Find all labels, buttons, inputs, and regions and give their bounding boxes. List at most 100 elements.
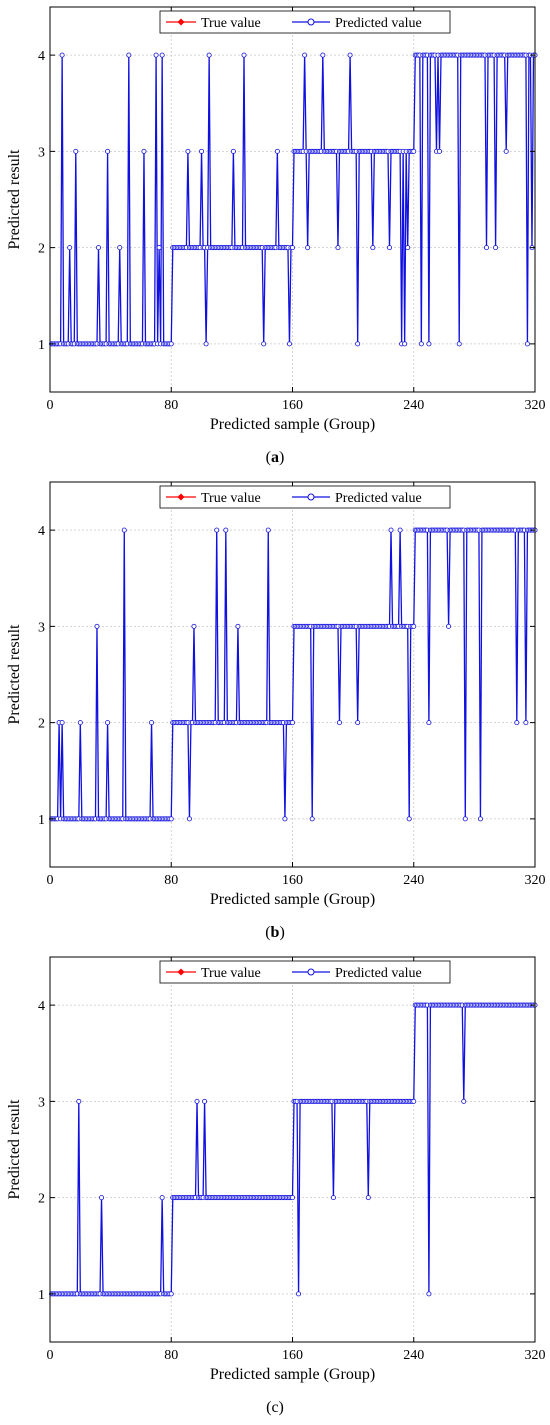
predicted-value-point	[402, 341, 408, 347]
legend-true-marker	[177, 18, 185, 26]
predicted-value-point	[241, 52, 247, 58]
x-tick-label: 80	[164, 873, 178, 888]
predicted-value-point	[406, 816, 412, 822]
predicted-value-point	[199, 148, 205, 154]
predicted-value-point	[355, 341, 361, 347]
predicted-value-point	[524, 341, 530, 347]
legend-true-marker	[177, 493, 185, 501]
x-axis-label: Predicted sample (Group)	[210, 1366, 375, 1383]
predicted-value-line	[51, 1004, 535, 1295]
predicted-value-point	[105, 148, 111, 154]
x-tick-label: 160	[282, 873, 303, 888]
predicted-value-point	[330, 1195, 336, 1201]
legend-pred-label: Predicted value	[335, 16, 422, 31]
y-tick-label: 3	[38, 620, 45, 635]
predicted-value-line	[51, 54, 535, 345]
legend-true-label: True value	[201, 491, 261, 506]
x-axis-label: Predicted sample (Group)	[210, 416, 375, 433]
chart-a: 0 80 160 240 320 1 2 3 4 Predicted sample (Group)…	[6, 6, 546, 466]
predicted-value-point	[168, 816, 174, 822]
legend-true-label: True value	[201, 16, 261, 31]
predicted-value-point	[426, 1291, 432, 1297]
predicted-value-point	[405, 245, 411, 251]
predicted-value-point	[203, 341, 209, 347]
predicted-value-point	[514, 720, 520, 726]
x-tick-label: 0	[47, 398, 54, 413]
predicted-value-point	[67, 245, 73, 251]
predicted-value-point	[296, 1291, 302, 1297]
predicted-value-point	[388, 527, 394, 533]
x-tick-label: 160	[282, 398, 303, 413]
chart-panel-a: 0 80 160 240 320 1 2 3 4 Predicted sample (Group)…	[0, 0, 550, 475]
x-tick-label: 320	[525, 1348, 546, 1363]
panel-letter-char: a	[271, 449, 279, 466]
y-tick-label: 1	[38, 1288, 45, 1303]
y-tick-label: 3	[38, 1095, 45, 1110]
predicted-value-point	[426, 720, 432, 726]
predicted-value-point	[477, 816, 483, 822]
legend-pred-marker	[307, 968, 315, 976]
predicted-value-point	[493, 245, 499, 251]
predicted-value-point	[397, 527, 403, 533]
legend-pred-label: Predicted value	[335, 966, 422, 981]
y-tick-label: 1	[38, 338, 45, 353]
panel-letter-close: )	[279, 449, 284, 466]
predicted-value-point	[456, 341, 462, 347]
predicted-value-point	[418, 341, 424, 347]
predicted-value-point	[461, 1098, 467, 1104]
legend-pred-label: Predicted value	[335, 491, 422, 506]
y-tick-label: 2	[38, 1192, 45, 1207]
panel-letter: (a)	[266, 449, 285, 466]
predicted-value-point	[347, 52, 353, 58]
x-tick-label: 320	[525, 398, 546, 413]
predicted-value-point	[370, 245, 376, 251]
predicted-value-point	[191, 623, 197, 629]
predicted-value-point	[168, 1291, 174, 1297]
predicted-value-point	[289, 1195, 295, 1201]
predicted-value-point	[105, 720, 111, 726]
predicted-value-point	[77, 720, 83, 726]
y-tick-label: 1	[38, 813, 45, 828]
predicted-value-point	[462, 816, 468, 822]
predicted-value-point	[261, 341, 267, 347]
predicted-value-line	[51, 529, 535, 820]
predicted-value-point	[411, 1098, 417, 1104]
predicted-value-point	[202, 1098, 208, 1104]
legend: True value Predicted value	[159, 10, 451, 34]
legend-pred-marker	[307, 493, 315, 501]
predicted-value-point	[446, 623, 452, 629]
x-tick-label: 80	[164, 1348, 178, 1363]
legend: True value Predicted value	[159, 485, 451, 509]
axes: 0 80 160 240 320 1 2 3 4	[38, 482, 546, 888]
predicted-value-point	[194, 1098, 200, 1104]
predicted-value-point	[153, 52, 159, 58]
axes: 0 80 160 240 320 1 2 3 4	[38, 957, 546, 1363]
chart-c: 0 80 160 240 320 1 2 3 4 Predicted sample (Group)…	[6, 956, 546, 1416]
predicted-value-point	[411, 623, 417, 629]
predicted-value-point	[117, 245, 123, 251]
x-tick-label: 320	[525, 873, 546, 888]
predicted-value-point	[335, 245, 341, 251]
chart-panel-b: 0 80 160 240 320 1 2 3 4 Predicted sample (Group)…	[0, 475, 550, 950]
predicted-value-point	[159, 1195, 165, 1201]
panel-letter-char: c	[271, 1399, 278, 1416]
predicted-value-point	[76, 1098, 82, 1104]
y-axis-label: Predicted result	[6, 149, 23, 250]
predicted-value-point	[126, 52, 132, 58]
y-axis-label: Predicted result	[6, 1099, 23, 1200]
chart-b: 0 80 160 240 320 1 2 3 4 Predicted sample (Group)…	[6, 481, 546, 941]
predicted-value-point	[186, 816, 192, 822]
predicted-value-point	[59, 52, 65, 58]
predicted-value-point	[59, 720, 65, 726]
predicted-value-point	[121, 527, 127, 533]
x-tick-label: 80	[164, 398, 178, 413]
predicted-value-point	[274, 148, 280, 154]
x-tick-label: 0	[47, 873, 54, 888]
series-predicted-value	[49, 527, 538, 822]
panel-letter-close: )	[279, 924, 284, 941]
predicted-value-point	[265, 527, 271, 533]
y-tick-label: 4	[38, 49, 45, 64]
predicted-value-point	[426, 341, 432, 347]
legend: True value Predicted value	[159, 960, 451, 984]
x-axis-label: Predicted sample (Group)	[210, 891, 375, 908]
